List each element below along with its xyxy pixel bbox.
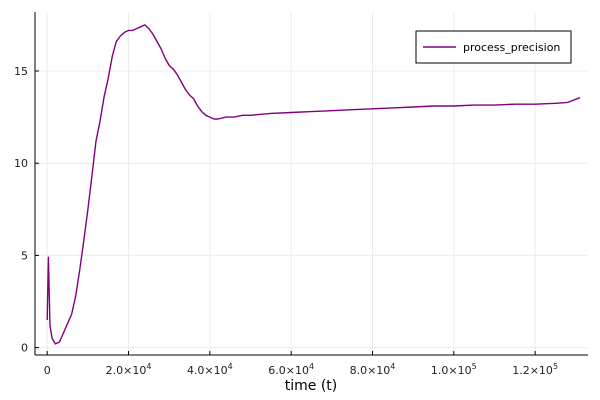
y-tick-label: 5 bbox=[21, 249, 28, 262]
x-tick-label: 1.2×105 bbox=[512, 362, 558, 377]
x-axis-title: time (t) bbox=[285, 378, 338, 394]
x-tick-label: 6.0×104 bbox=[268, 362, 314, 377]
grid bbox=[35, 12, 588, 355]
y-tick-label: 10 bbox=[14, 157, 28, 170]
x-tick-label: 8.0×104 bbox=[350, 362, 396, 377]
axes bbox=[34, 12, 588, 356]
x-tick-label: 1.0×105 bbox=[431, 362, 477, 377]
y-ticks: 0 5 10 15 bbox=[14, 65, 39, 355]
x-tick-label: 0 bbox=[44, 364, 51, 377]
x-tick-label: 4.0×104 bbox=[187, 362, 233, 377]
series-line-process_precision bbox=[46, 24, 581, 345]
legend-label: process_precision bbox=[463, 41, 560, 54]
series bbox=[46, 24, 581, 345]
legend: process_precision bbox=[415, 30, 572, 64]
x-tick-label: 2.0×104 bbox=[106, 362, 152, 377]
y-tick-label: 15 bbox=[14, 65, 28, 78]
x-ticks: 0 2.0×104 4.0×104 6.0×104 8.0×104 1.0×105 1.2×… bbox=[44, 351, 558, 377]
y-tick-label: 0 bbox=[21, 342, 28, 355]
